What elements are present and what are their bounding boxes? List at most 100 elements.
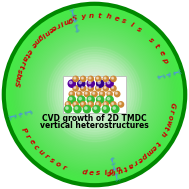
Circle shape	[85, 92, 87, 94]
Circle shape	[74, 74, 115, 115]
Circle shape	[26, 26, 163, 163]
Circle shape	[70, 97, 72, 100]
Circle shape	[40, 40, 149, 149]
Text: g: g	[67, 16, 74, 23]
Circle shape	[91, 91, 98, 98]
Circle shape	[54, 54, 135, 135]
Text: u: u	[14, 76, 21, 82]
Text: g: g	[109, 168, 115, 175]
Circle shape	[112, 105, 119, 113]
Circle shape	[56, 56, 133, 133]
Circle shape	[84, 84, 105, 105]
Circle shape	[99, 91, 105, 97]
Circle shape	[70, 81, 72, 84]
Circle shape	[65, 65, 124, 124]
Circle shape	[88, 86, 93, 91]
Circle shape	[81, 86, 86, 91]
Circle shape	[98, 81, 100, 84]
Text: e: e	[25, 47, 33, 54]
Text: e: e	[50, 23, 58, 31]
Text: i: i	[60, 19, 64, 26]
Circle shape	[50, 50, 139, 139]
Text: e: e	[28, 138, 36, 146]
Circle shape	[97, 77, 98, 79]
Circle shape	[106, 80, 113, 87]
Text: u: u	[37, 149, 45, 156]
Circle shape	[96, 102, 101, 107]
Circle shape	[87, 87, 102, 102]
Text: P: P	[20, 127, 28, 134]
Text: t: t	[153, 139, 160, 146]
Text: n: n	[63, 17, 69, 25]
Circle shape	[53, 53, 136, 136]
Circle shape	[85, 107, 87, 109]
Circle shape	[79, 79, 110, 110]
Text: t: t	[163, 125, 170, 131]
Text: r: r	[24, 133, 31, 139]
Circle shape	[75, 75, 114, 114]
Text: s: s	[121, 18, 127, 25]
Text: t: t	[98, 13, 102, 19]
Circle shape	[82, 82, 107, 107]
Circle shape	[79, 97, 81, 100]
Circle shape	[63, 63, 126, 126]
Text: p: p	[141, 151, 149, 159]
Circle shape	[41, 41, 148, 148]
Text: c: c	[32, 144, 40, 151]
Circle shape	[78, 80, 85, 87]
Circle shape	[46, 46, 143, 143]
Text: p: p	[162, 56, 169, 64]
Circle shape	[100, 92, 102, 94]
Circle shape	[107, 91, 112, 97]
Text: w: w	[164, 118, 172, 127]
Circle shape	[15, 15, 174, 174]
Circle shape	[80, 80, 109, 109]
Text: o: o	[167, 114, 174, 120]
Circle shape	[37, 37, 152, 152]
Text: i: i	[40, 31, 46, 37]
Circle shape	[115, 92, 117, 94]
Circle shape	[84, 84, 105, 105]
Text: r: r	[132, 159, 139, 166]
Circle shape	[72, 72, 117, 117]
Circle shape	[89, 77, 91, 79]
Circle shape	[103, 76, 108, 82]
Circle shape	[92, 92, 97, 97]
Text: n: n	[115, 166, 122, 173]
Circle shape	[87, 80, 94, 87]
Circle shape	[88, 88, 101, 101]
Text: s: s	[16, 68, 23, 74]
Circle shape	[107, 97, 110, 100]
Text: S: S	[13, 81, 20, 87]
Text: r: r	[55, 21, 61, 28]
Circle shape	[70, 70, 119, 119]
Text: e: e	[158, 49, 165, 56]
Circle shape	[113, 107, 115, 109]
Circle shape	[19, 19, 170, 170]
Circle shape	[78, 92, 80, 94]
Circle shape	[12, 12, 177, 177]
Circle shape	[93, 105, 100, 113]
Circle shape	[119, 103, 121, 105]
Circle shape	[78, 96, 85, 103]
Circle shape	[112, 87, 114, 88]
Circle shape	[112, 103, 114, 105]
Circle shape	[77, 77, 112, 112]
Circle shape	[74, 103, 76, 105]
Circle shape	[88, 97, 91, 100]
Circle shape	[81, 103, 83, 105]
Circle shape	[77, 91, 82, 97]
Circle shape	[48, 48, 141, 141]
Text: r: r	[19, 60, 26, 65]
Circle shape	[66, 107, 68, 109]
Circle shape	[68, 80, 75, 87]
Text: e: e	[136, 155, 144, 163]
Circle shape	[22, 22, 167, 167]
Circle shape	[65, 102, 71, 107]
Circle shape	[67, 67, 122, 122]
Circle shape	[13, 13, 176, 176]
Circle shape	[81, 102, 86, 107]
Circle shape	[6, 6, 183, 183]
Circle shape	[23, 23, 166, 166]
Circle shape	[81, 87, 83, 88]
